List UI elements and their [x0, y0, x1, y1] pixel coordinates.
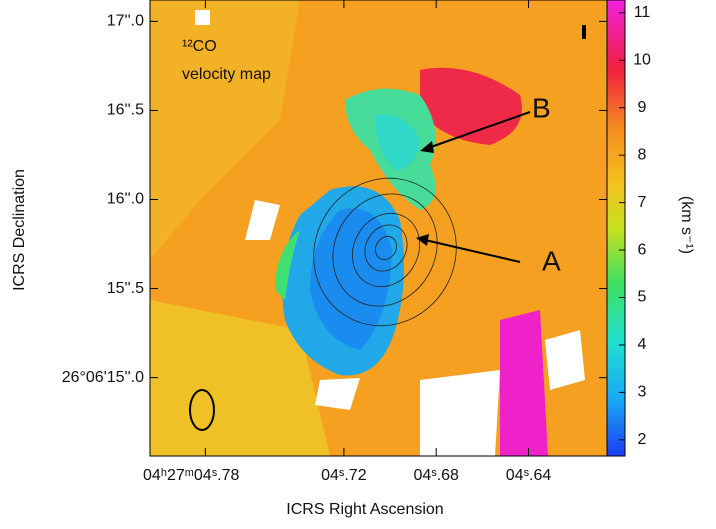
colorbar-tick-label: 9	[638, 99, 647, 116]
colorbar-tick-label: 10	[633, 51, 651, 68]
x-axis-title: ICRS Right Ascension	[286, 501, 443, 518]
annotation: A	[542, 245, 561, 276]
colorbar-tick-label: 11	[634, 4, 651, 21]
colorbar-tick-label: 5	[638, 289, 647, 306]
x-tick-label: 04ˢ.64	[506, 467, 552, 484]
colorbar-tick-label: 4	[638, 336, 647, 353]
colorbar-tick-label: 6	[638, 241, 647, 258]
velocity-map	[150, 0, 607, 456]
annotation: ¹²CO	[182, 38, 217, 55]
annotation: velocity map	[182, 66, 271, 83]
y-tick-label: 26°06'15''.0	[62, 369, 144, 386]
y-tick-label: 16''.5	[107, 102, 144, 119]
y-axis-title: ICRS Declination	[11, 169, 28, 291]
colorbar-title: (km s⁻¹)	[678, 196, 695, 254]
colorbar-tick-label: 3	[638, 384, 647, 401]
colorbar-tick-label: 8	[638, 146, 647, 163]
x-tick-label: 04ˢ.68	[413, 467, 459, 484]
colorbar	[606, 0, 626, 457]
colorbar-tick-label: 2	[638, 431, 647, 448]
y-tick-label: 15''.5	[107, 280, 144, 297]
x-tick-label: 04ʰ27ᵐ04ˢ.78	[143, 467, 239, 484]
colorbar-tick-label: 7	[638, 194, 647, 211]
y-tick-label: 16''.0	[107, 191, 144, 208]
x-tick-label: 04ˢ.72	[321, 467, 367, 484]
annotation: B	[532, 92, 551, 123]
y-tick-label: 17''.0	[107, 13, 144, 30]
